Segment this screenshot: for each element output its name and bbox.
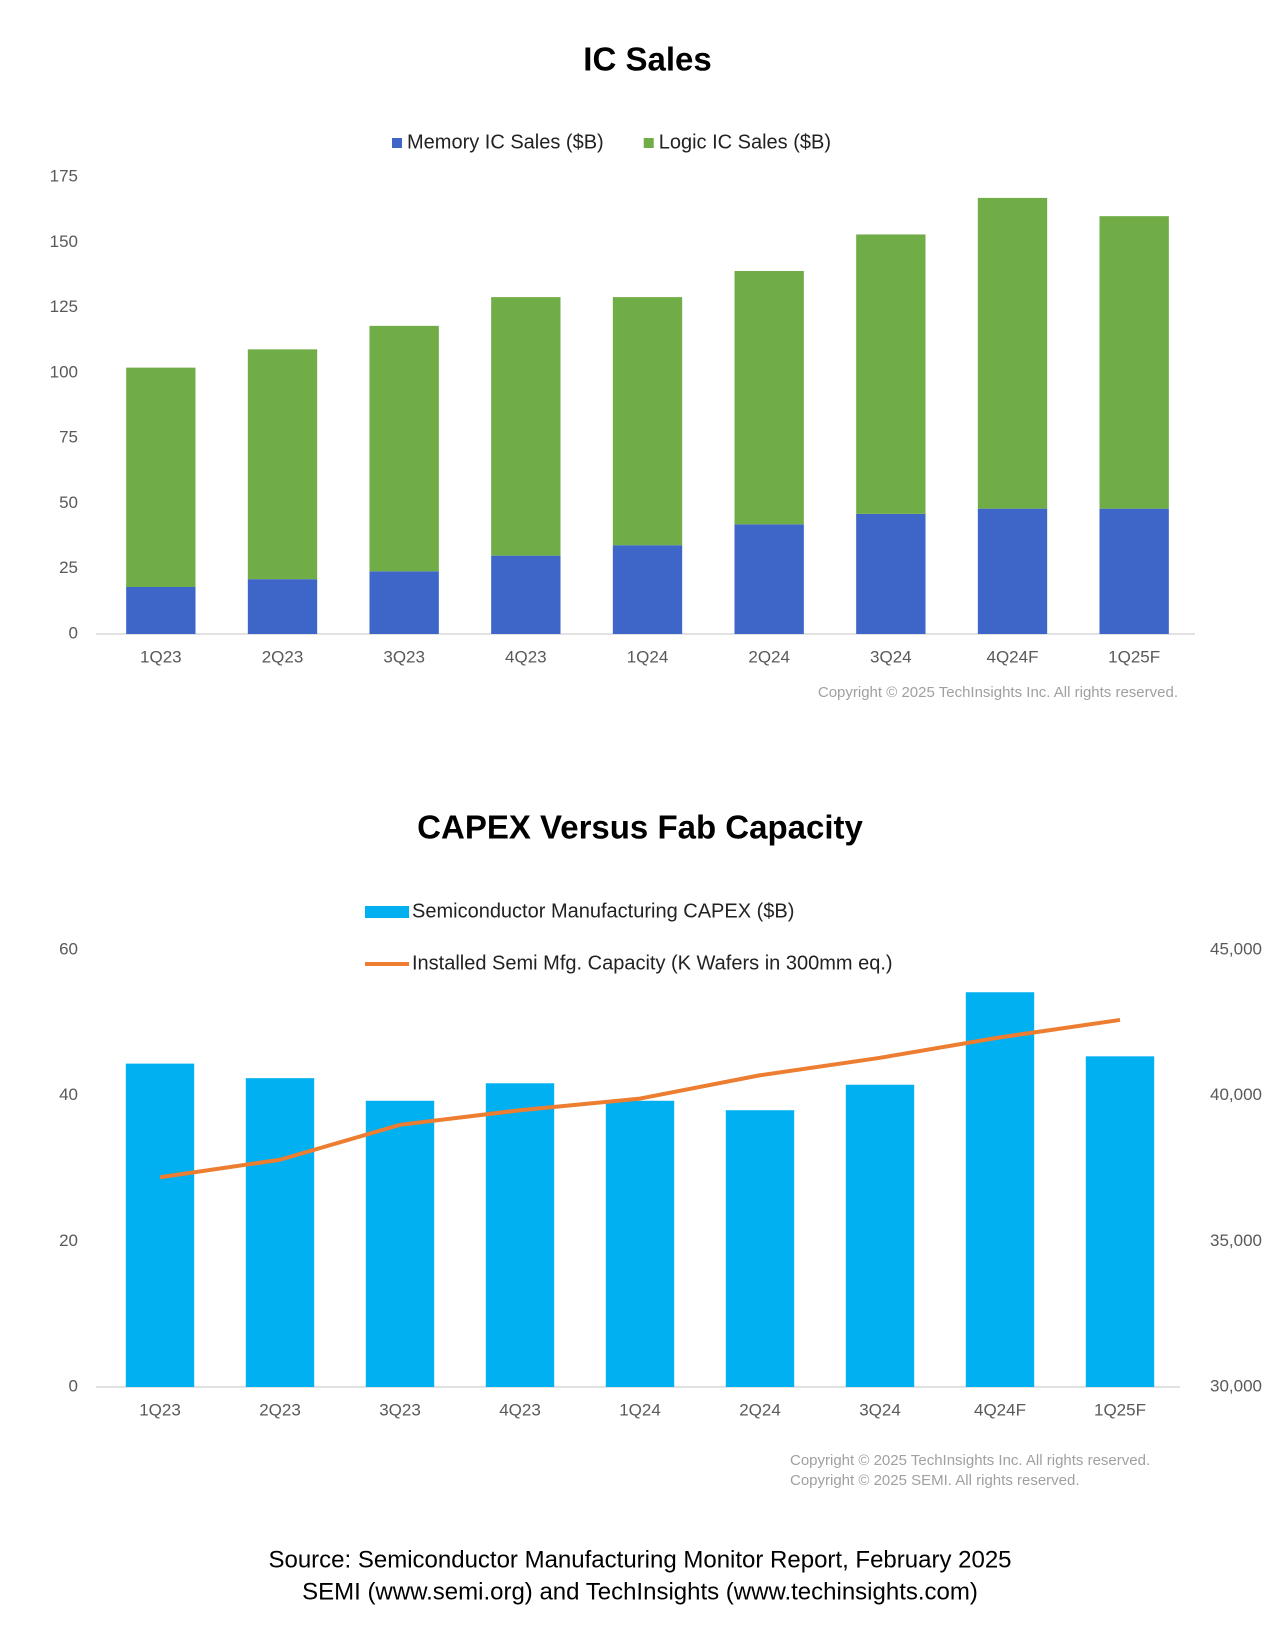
bar [485, 1083, 555, 1387]
bar-segment [856, 234, 926, 514]
bar-segment [491, 555, 561, 634]
x-tick-label: 4Q24F [974, 1400, 1026, 1419]
legend-label: Memory IC Sales ($B) [407, 131, 604, 153]
copyright-note: Copyright © 2025 SEMI. All rights reserv… [790, 1472, 1080, 1489]
x-tick-label: 3Q23 [383, 647, 425, 666]
y-tick-label: 125 [50, 297, 78, 316]
y-tick-label: 50 [59, 493, 78, 512]
y2-tick-label: 45,000 [1210, 939, 1262, 958]
bar-segment [977, 508, 1048, 634]
y-tick-label: 0 [69, 1376, 78, 1395]
y-tick-label: 175 [50, 166, 78, 185]
y2-tick-label: 40,000 [1210, 1085, 1262, 1104]
x-tick-label: 1Q24 [619, 1400, 661, 1419]
legend-swatch [365, 906, 409, 918]
y-tick-label: 60 [59, 939, 78, 958]
bar-segment [856, 513, 926, 634]
legend-label: Installed Semi Mfg. Capacity (K Wafers i… [412, 952, 893, 974]
source-line: SEMI (www.semi.org) and TechInsights (ww… [302, 1578, 978, 1605]
x-tick-label: 3Q24 [859, 1400, 901, 1419]
y-tick-label: 25 [59, 558, 78, 577]
bar-segment [1099, 216, 1169, 509]
bar-segment [247, 579, 318, 634]
bar-segment [977, 197, 1048, 509]
bar-segment [734, 271, 804, 525]
y-tick-label: 40 [59, 1085, 78, 1104]
legend-swatch [392, 138, 402, 148]
bar [245, 1078, 315, 1387]
x-tick-label: 1Q23 [140, 647, 182, 666]
line-series [159, 1017, 1121, 1180]
x-tick-label: 3Q23 [379, 1400, 421, 1419]
y-tick-label: 150 [50, 232, 78, 251]
x-tick-label: 2Q23 [262, 647, 304, 666]
chart-title: IC Sales [583, 41, 711, 78]
bar [365, 1100, 435, 1387]
bar-segment [612, 297, 683, 546]
bar [1085, 1056, 1155, 1387]
x-tick-label: 1Q23 [139, 1400, 181, 1419]
x-tick-label: 2Q23 [259, 1400, 301, 1419]
bar [725, 1110, 795, 1387]
y2-tick-label: 35,000 [1210, 1231, 1262, 1250]
source-line: Source: Semiconductor Manufacturing Moni… [268, 1546, 1011, 1573]
bar-segment [734, 524, 804, 634]
bar [845, 1084, 915, 1387]
x-tick-label: 3Q24 [870, 647, 912, 666]
bar-segment [369, 325, 439, 572]
copyright-note: Copyright © 2025 TechInsights Inc. All r… [818, 684, 1178, 701]
legend-swatch [643, 138, 654, 148]
bar-segment [126, 586, 196, 634]
y2-tick-label: 30,000 [1210, 1376, 1262, 1395]
chart-title: CAPEX Versus Fab Capacity [417, 809, 863, 846]
x-tick-label: 4Q23 [505, 647, 547, 666]
legend-label: Logic IC Sales ($B) [659, 131, 831, 153]
bar-segment [612, 545, 683, 634]
x-tick-label: 2Q24 [739, 1400, 781, 1419]
x-tick-label: 4Q23 [499, 1400, 541, 1419]
y-tick-label: 100 [50, 362, 78, 381]
bar-segment [126, 367, 196, 587]
x-tick-label: 2Q24 [748, 647, 790, 666]
bar-segment [369, 571, 439, 634]
x-tick-label: 1Q25F [1094, 1400, 1146, 1419]
bar [965, 992, 1035, 1387]
x-tick-label: 1Q24 [627, 647, 669, 666]
x-tick-label: 1Q25F [1108, 647, 1160, 666]
bar [125, 1063, 195, 1387]
x-tick-label: 4Q24F [987, 647, 1039, 666]
y-tick-label: 75 [59, 428, 78, 447]
legend-label: Semiconductor Manufacturing CAPEX ($B) [412, 900, 794, 922]
y-tick-label: 20 [59, 1231, 78, 1250]
bar-segment [247, 349, 318, 580]
y-tick-label: 0 [69, 623, 78, 642]
copyright-note: Copyright © 2025 TechInsights Inc. All r… [790, 1452, 1150, 1469]
bar-segment [1099, 508, 1169, 634]
bar-segment [491, 297, 561, 556]
bar [605, 1100, 675, 1387]
